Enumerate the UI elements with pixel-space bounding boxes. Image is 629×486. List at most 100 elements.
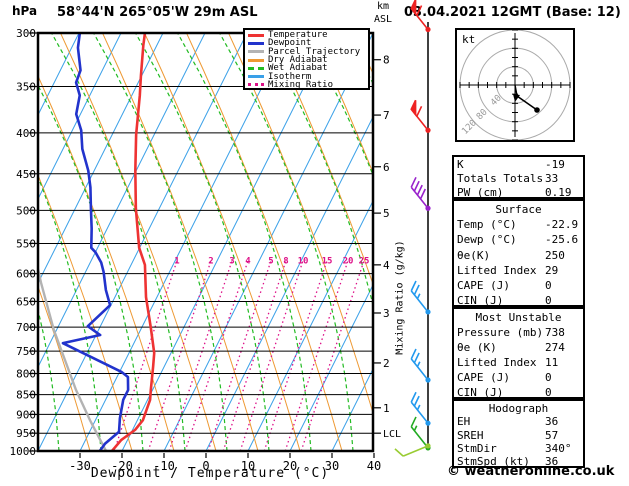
table-row: CIN (J) 0 <box>457 293 580 308</box>
pressure-tick-label: 750 <box>16 345 36 358</box>
datetime-label: 03.04.2021 12GMT (Base: 12) <box>404 5 621 20</box>
wet-adiabat-lines <box>39 34 372 450</box>
temperature-tick-label: 20 <box>283 459 297 473</box>
legend-label: Isotherm <box>268 71 312 82</box>
row-value: 57 <box>545 428 559 442</box>
row-label: StmDir <box>457 441 497 455</box>
pressure-tick-label: 550 <box>16 237 36 250</box>
mixing-ratio-value-label: 20 <box>343 257 354 267</box>
pressure-tick-label: 400 <box>16 127 36 140</box>
legend-item: Dewpoint <box>248 38 368 49</box>
index-table-hodograph: Hodograph EH 36 SREH 57 StmDir 340° StmSpd (kt)… <box>452 399 585 468</box>
legend-item: Temperature <box>248 31 368 40</box>
temperature-tick-label: 40 <box>367 459 381 473</box>
dry-adiabat-lines <box>39 34 372 450</box>
km-tick-label: 5 <box>383 207 390 220</box>
mixing-ratio-value-label: 25 <box>359 257 370 267</box>
km-tick-label: 6 <box>383 161 390 174</box>
pressure-tick-label: 650 <box>16 295 36 308</box>
row-label: CAPE (J) <box>457 371 510 384</box>
wind-barb <box>410 176 431 211</box>
mixing-ratio-value-label: 15 <box>322 257 333 267</box>
mixing-ratio-lines: 1 2 3 4 5 8 10 15 20 25 <box>113 257 370 450</box>
legend-label: Mixing Ratio <box>268 79 334 90</box>
plot-border <box>36 31 375 453</box>
row-value: 36 <box>545 415 559 429</box>
table-row: Pressure (mb) 738 <box>457 325 580 340</box>
km-tick-label: 2 <box>383 357 390 370</box>
wind-barb <box>410 99 431 133</box>
hodograph-ring-label: 120 <box>460 118 479 137</box>
pressure-tick-label: 850 <box>16 389 36 402</box>
row-value: 0 <box>545 386 552 399</box>
temperature-tick-label: 30 <box>325 459 339 473</box>
row-label: Temp (°C) <box>457 218 517 232</box>
hodograph-unit-label: kt <box>462 33 475 46</box>
mixing-ratio-value-label: 1 <box>174 257 179 267</box>
temperature-tick-label: -30 <box>69 459 91 473</box>
table-row: PW (cm) 0.19 <box>457 186 580 200</box>
height-axis: 8 7 6 5 4 3 2 1 LCL <box>374 54 401 440</box>
hodograph-ring-label: 40 <box>489 93 504 108</box>
table-row: Lifted Index 29 <box>457 263 580 278</box>
legend-label: Wet Adiabat <box>268 63 328 74</box>
hodograph-arrow <box>513 94 520 102</box>
table-row: CIN (J) 0 <box>457 385 580 400</box>
isotherm-lines <box>39 34 372 450</box>
table-row: CAPE (J) 0 <box>457 370 580 385</box>
pressure-tick-label: 350 <box>16 81 36 94</box>
pressure-tick-label: 500 <box>16 204 36 217</box>
hodograph-storm-dot <box>534 107 540 113</box>
legend-swatch-solid <box>248 33 264 37</box>
table-row: Dewp (°C) -25.6 <box>457 232 580 247</box>
row-label: Lifted Index <box>457 356 537 369</box>
temperature-axis: -30 -20 -10 0 10 20 30 40 <box>69 453 381 473</box>
legend-item: Isotherm <box>248 71 368 82</box>
row-value: 274 <box>545 341 565 354</box>
station-title: 58°44'N 265°05'W 29m ASL <box>57 5 258 20</box>
index-table-surface: Surface Temp (°C) -22.9 Dewp (°C) -25.6 θe(K)… <box>452 199 585 307</box>
legend-swatch-dashed <box>248 66 264 70</box>
temperature-tick-label: -10 <box>153 459 175 473</box>
legend-item: Wet Adiabat <box>248 63 368 74</box>
temperature-tick-label: -20 <box>111 459 133 473</box>
legend-item: Mixing Ratio <box>248 79 368 90</box>
table-row: StmSpd (kt) 36 <box>457 455 580 468</box>
chart-legend: Temperature Dewpoint Parcel Trajectory Dry … <box>243 28 370 90</box>
table-row: Totals Totals 33 <box>457 172 580 186</box>
legend-label: Dewpoint <box>268 38 312 49</box>
hodograph-panel: kt 40 80 120 <box>455 28 575 142</box>
row-label: θe(K) <box>457 248 491 262</box>
pressure-unit-label: hPa <box>12 4 38 18</box>
pressure-tick-label: 600 <box>16 268 36 281</box>
km-tick-label: 7 <box>383 109 390 122</box>
pressure-tick-label: 450 <box>16 168 36 181</box>
legend-label: Dry Adiabat <box>268 55 328 66</box>
table-row: Lifted Index 11 <box>457 355 580 370</box>
row-label: CAPE (J) <box>457 279 510 293</box>
table-row: StmDir 340° <box>457 442 580 455</box>
row-label: StmSpd (kt) <box>457 455 530 469</box>
mixing-ratio-value-label: 3 <box>229 257 234 267</box>
table-section-title: Most Unstable <box>475 311 562 324</box>
mixing-ratio-value-label: 8 <box>283 257 288 267</box>
row-value: -25.6 <box>545 233 579 247</box>
table-section-title: Surface <box>495 203 542 216</box>
km-tick-label: 3 <box>383 307 390 320</box>
pressure-tick-label: 1000 <box>10 445 37 458</box>
row-label: Lifted Index <box>457 263 537 277</box>
pressure-axis: 300 350 400 450 500 550 600 650 700 750 800 850 900 9… <box>10 27 37 458</box>
legend-label: Parcel Trajectory <box>268 46 361 57</box>
pressure-tick-label: 950 <box>16 427 36 440</box>
row-value: 36 <box>545 455 559 469</box>
legend-swatch-solid <box>248 58 264 62</box>
row-value: 33 <box>545 172 559 185</box>
mixing-ratio-axis-label: Mixing Ratio (g/kg) <box>394 240 406 355</box>
wind-barb <box>410 348 431 383</box>
row-value: 29 <box>545 263 559 277</box>
legend-swatch-dotted <box>248 83 264 87</box>
temperature-tick-label: 10 <box>241 459 255 473</box>
